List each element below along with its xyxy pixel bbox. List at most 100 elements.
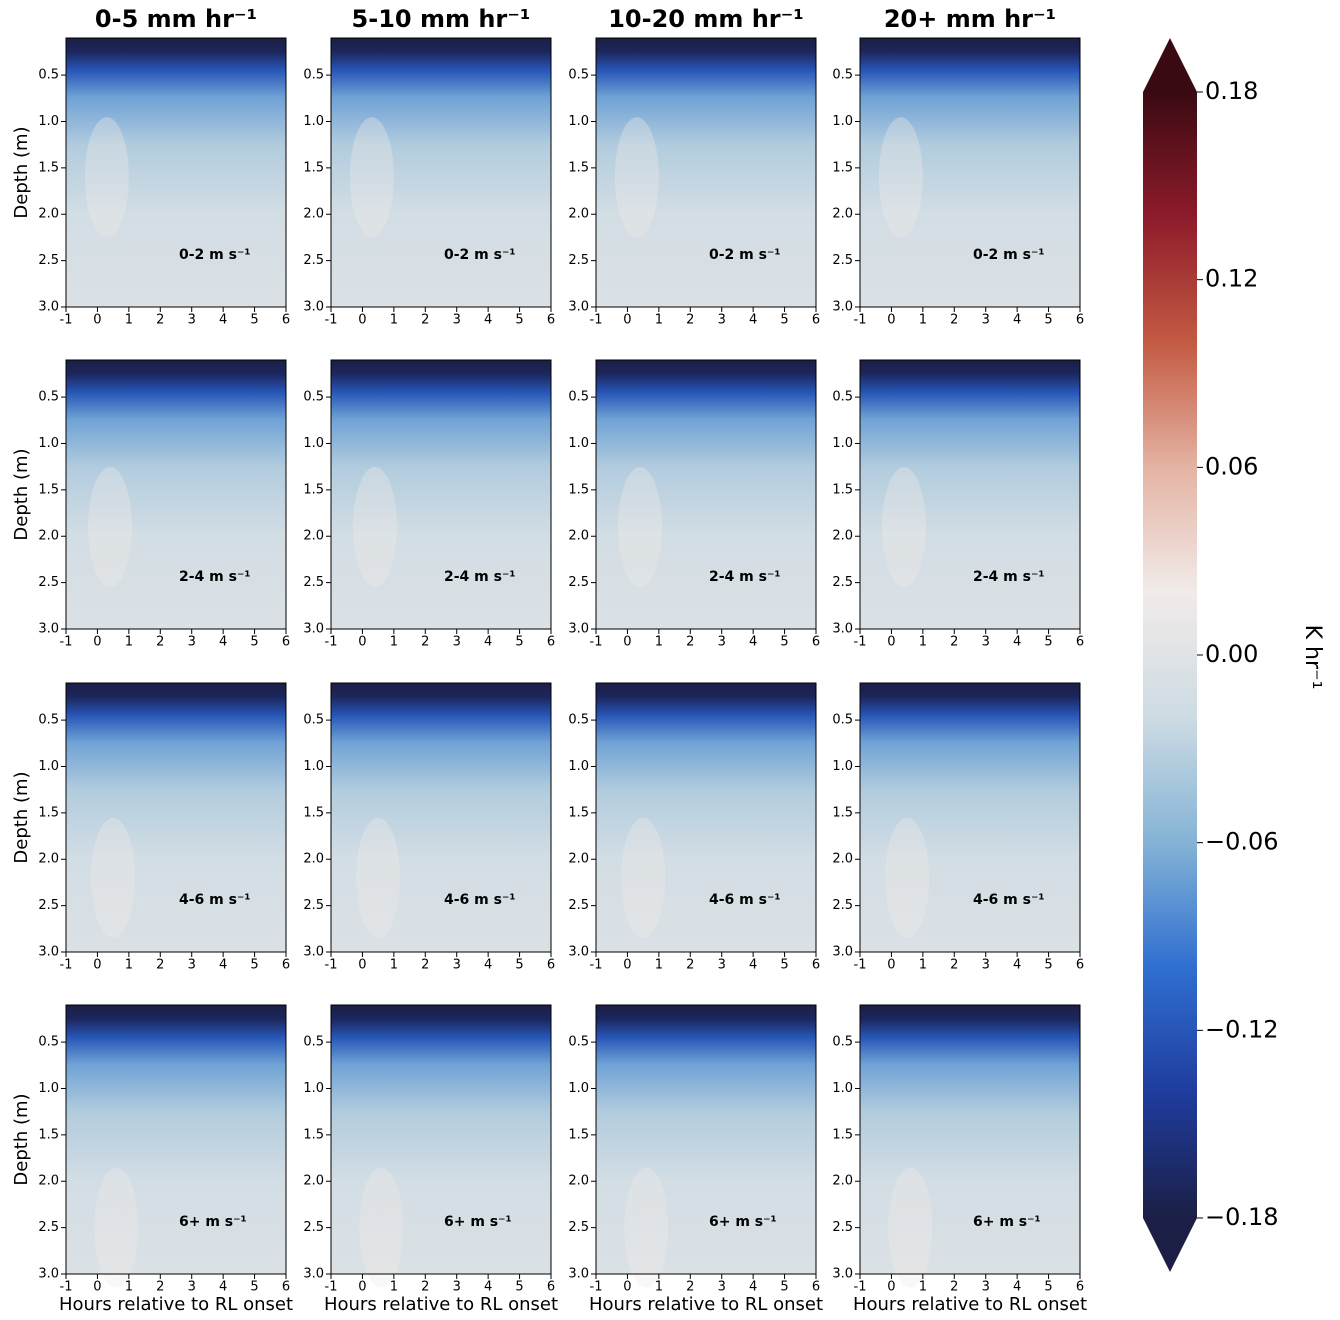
x-tick-label: 1 — [655, 958, 663, 973]
heatmap-field — [596, 1005, 816, 1274]
x-tick-label: 6 — [282, 958, 290, 973]
y-tick-label: 1.5 — [832, 482, 853, 497]
colorbar-tick-label: −0.18 — [1205, 1203, 1279, 1231]
y-tick-label: 1.0 — [303, 1081, 324, 1096]
x-tick-label: 6 — [1076, 1280, 1084, 1295]
colorbar-min-extend — [1143, 1218, 1197, 1272]
heatmap-field — [596, 683, 816, 952]
row-label: 6+ m s⁻¹ — [973, 1214, 1041, 1230]
y-tick-label: 3.0 — [832, 622, 853, 637]
x-tick-label: 5 — [780, 958, 788, 973]
x-tick-label: -1 — [60, 635, 73, 650]
heatmap-field — [331, 1005, 551, 1274]
x-tick-label: 4 — [749, 958, 757, 973]
x-tick-label: 1 — [919, 635, 927, 650]
x-tick-label: 2 — [950, 958, 958, 973]
x-tick-label: -1 — [854, 958, 867, 973]
x-tick-label: 0 — [887, 958, 895, 973]
y-tick-label: 2.0 — [832, 529, 853, 544]
x-tick-label: 6 — [1076, 635, 1084, 650]
colorbar-label: K hr⁻¹ — [1300, 625, 1325, 690]
row-label: 4-6 m s⁻¹ — [179, 892, 250, 908]
row-label: 4-6 m s⁻¹ — [973, 892, 1044, 908]
x-tick-label: 5 — [515, 1280, 523, 1295]
y-tick-label: 0.5 — [38, 713, 59, 728]
y-axis-label: Depth (m) — [11, 771, 32, 863]
x-tick-label: 2 — [686, 1280, 694, 1295]
warm-anomaly — [614, 117, 659, 238]
colorbar-tick-label: 0.00 — [1205, 640, 1258, 668]
panel-frame — [65, 359, 287, 630]
y-tick-label: 3.0 — [38, 622, 59, 637]
x-tick-label: 2 — [421, 635, 429, 650]
x-tick-label: 0 — [93, 635, 101, 650]
y-tick-label: 1.5 — [38, 482, 59, 497]
x-tick-label: 2 — [156, 635, 164, 650]
panel-frame — [859, 37, 1081, 308]
y-tick-label: 1.5 — [38, 160, 59, 175]
x-tick-label: 4 — [749, 635, 757, 650]
x-tick-label: 5 — [1044, 958, 1052, 973]
x-tick-label: -1 — [60, 1280, 73, 1295]
y-tick-label: 1.0 — [568, 759, 589, 774]
x-tick-label: -1 — [325, 958, 338, 973]
x-tick-label: 4 — [749, 313, 757, 328]
x-tick-label: 1 — [390, 1280, 398, 1295]
y-tick-label: 1.0 — [303, 759, 324, 774]
x-tick-label: 5 — [250, 958, 258, 973]
colorbar-tick-label: 0.12 — [1205, 265, 1258, 293]
x-tick-label: 4 — [484, 1280, 492, 1295]
warm-anomaly — [618, 466, 662, 587]
y-tick-label: 2.0 — [38, 207, 59, 222]
y-tick-label: 2.5 — [568, 1220, 589, 1235]
x-tick-label: 0 — [358, 958, 366, 973]
x-tick-label: 3 — [982, 958, 990, 973]
y-tick-label: 1.5 — [568, 1127, 589, 1142]
y-tick-label: 2.5 — [832, 575, 853, 590]
y-tick-label: 2.0 — [568, 529, 589, 544]
heatmap-field — [66, 38, 286, 307]
y-tick-label: 0.5 — [832, 713, 853, 728]
y-tick-label: 2.5 — [568, 253, 589, 268]
x-tick-label: 1 — [125, 1280, 133, 1295]
row-label: 4-6 m s⁻¹ — [709, 892, 780, 908]
x-tick-label: -1 — [325, 1280, 338, 1295]
row-label: 2-4 m s⁻¹ — [179, 569, 250, 585]
x-tick-label: 3 — [453, 313, 461, 328]
x-tick-label: 1 — [655, 313, 663, 328]
row-label: 2-4 m s⁻¹ — [973, 569, 1044, 585]
y-tick-label: 2.0 — [832, 1174, 853, 1189]
y-tick-label: 2.5 — [38, 575, 59, 590]
y-tick-label: 1.5 — [832, 1127, 853, 1142]
x-tick-label: 4 — [1013, 635, 1021, 650]
column-title: 20+ mm hr⁻¹ — [884, 5, 1056, 33]
y-tick-label: 3.0 — [832, 300, 853, 315]
heatmap-field — [66, 683, 286, 952]
y-tick-label: 1.5 — [832, 805, 853, 820]
y-tick-label: 1.5 — [303, 160, 324, 175]
y-tick-label: 2.0 — [832, 852, 853, 867]
y-tick-label: 1.0 — [303, 436, 324, 451]
x-tick-label: 3 — [718, 313, 726, 328]
x-tick-label: 2 — [686, 635, 694, 650]
x-tick-label: 4 — [1013, 958, 1021, 973]
x-tick-label: 5 — [250, 1280, 258, 1295]
colorbar-tick-label: −0.06 — [1205, 828, 1279, 856]
y-tick-label: 3.0 — [568, 300, 589, 315]
y-tick-label: 3.0 — [832, 945, 853, 960]
y-tick-label: 1.5 — [38, 1127, 59, 1142]
x-tick-label: 2 — [156, 958, 164, 973]
panel-frame — [595, 682, 817, 953]
warm-anomaly — [882, 466, 926, 587]
y-tick-label: 2.0 — [38, 529, 59, 544]
y-tick-label: 0.5 — [832, 390, 853, 405]
heatmap-field — [66, 1005, 286, 1274]
x-tick-label: 1 — [125, 958, 133, 973]
panel-frame — [595, 359, 817, 630]
x-tick-label: -1 — [325, 635, 338, 650]
x-tick-label: 5 — [515, 958, 523, 973]
y-tick-label: 2.0 — [568, 207, 589, 222]
y-tick-label: 1.0 — [303, 114, 324, 129]
y-tick-label: 0.5 — [568, 1035, 589, 1050]
x-tick-label: -1 — [854, 635, 867, 650]
